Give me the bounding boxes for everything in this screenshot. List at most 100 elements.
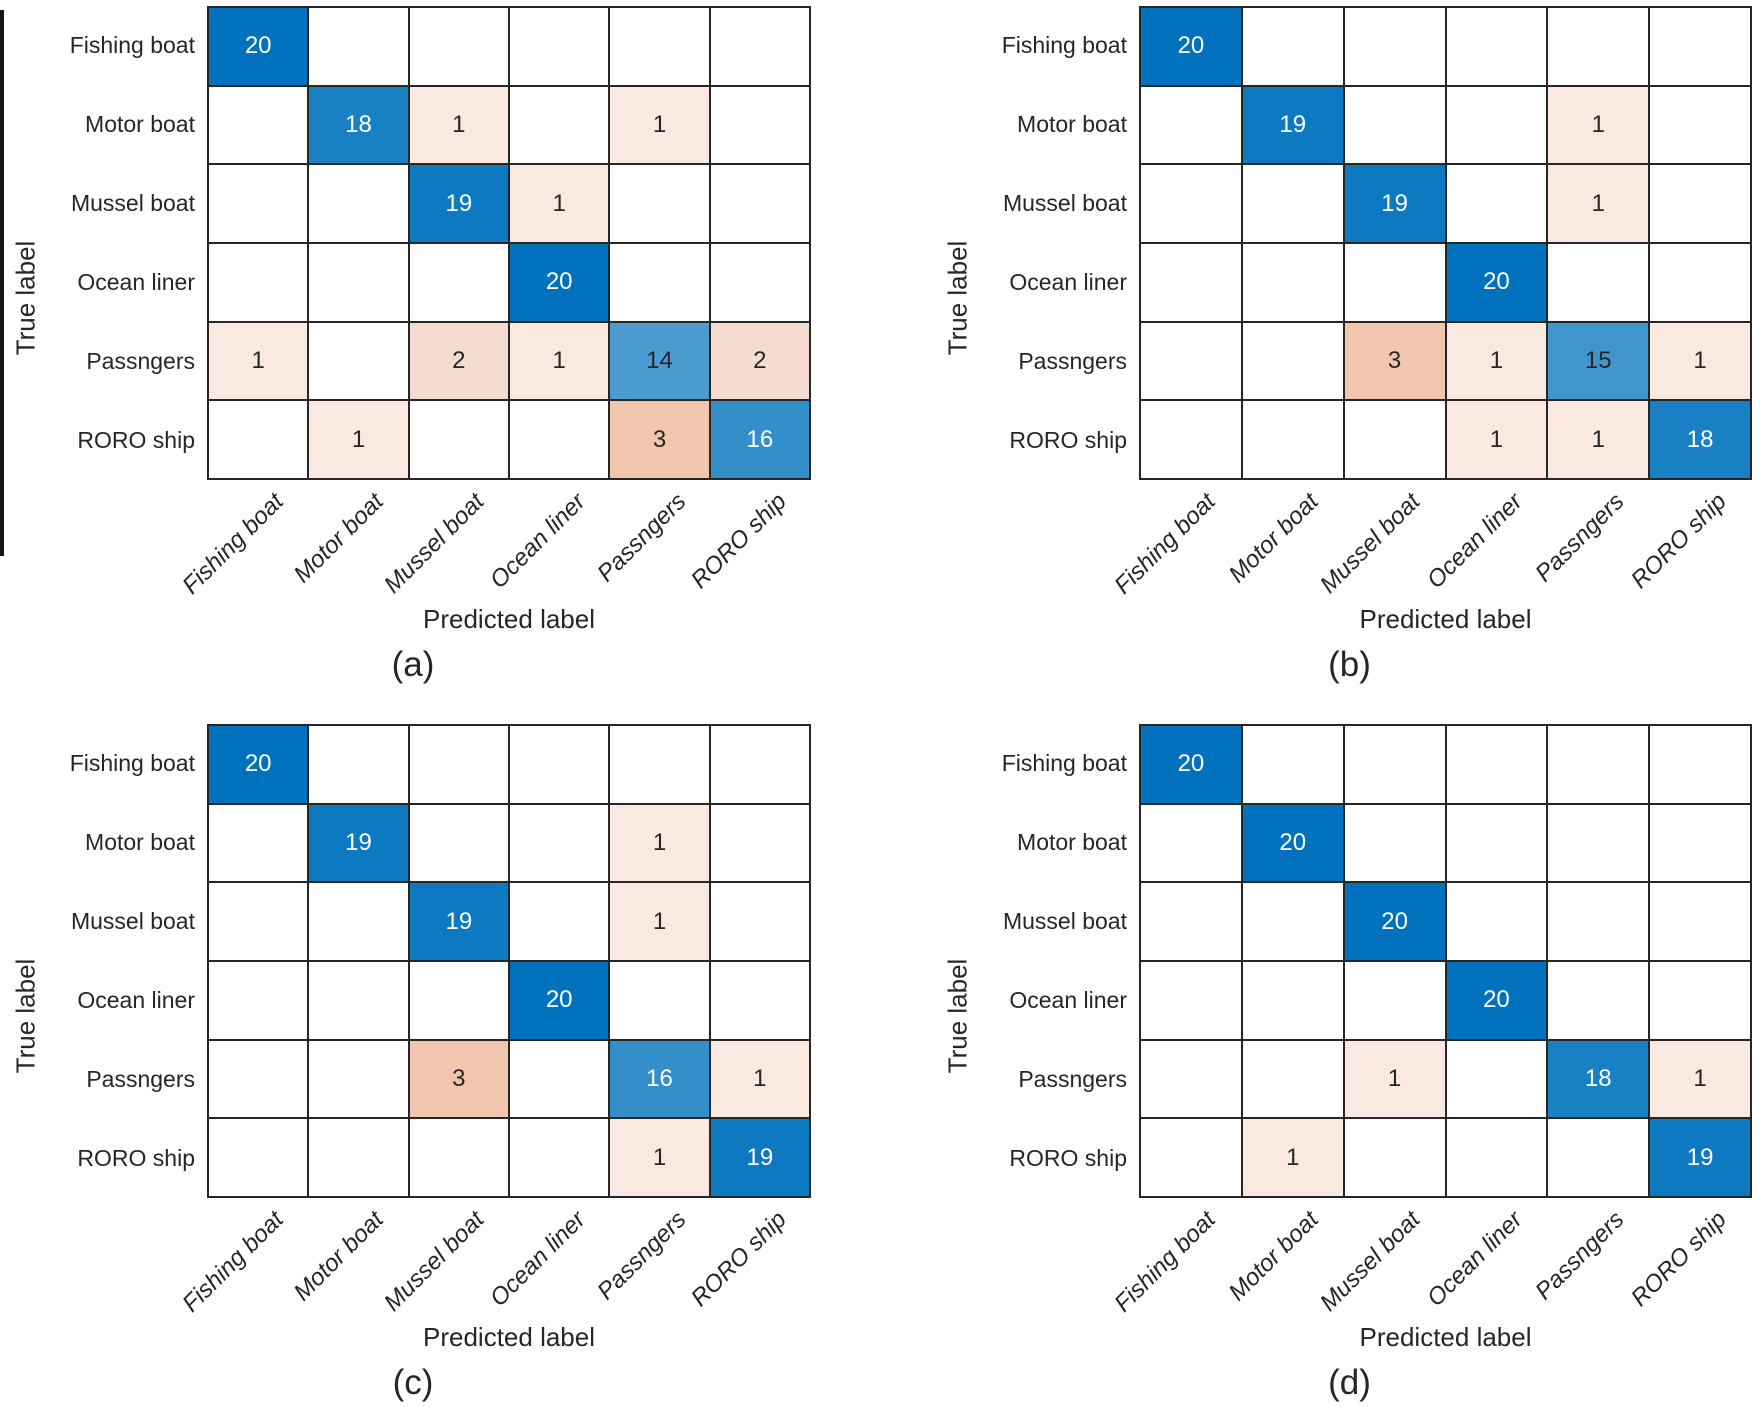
y-tick-label: Mussel boat xyxy=(1002,908,1127,934)
matrix-cell xyxy=(1141,1040,1241,1118)
matrix-cell xyxy=(1650,243,1750,321)
confusion-matrix-panel-a: True label 20 18 1 1 19 1 20 1 2 1 14 2 1 3 16 Predict… xyxy=(0,0,880,689)
matrix-cell xyxy=(1446,1040,1547,1118)
matrix-cell xyxy=(309,726,408,803)
matrix-cell: 1 xyxy=(610,804,709,882)
matrix-cell xyxy=(1344,804,1445,882)
x-axis-label: Predicted label xyxy=(423,604,595,634)
matrix-cell xyxy=(1446,86,1547,164)
matrix-cell xyxy=(1548,961,1649,1039)
y-tick-label: Mussel boat xyxy=(70,908,195,934)
y-tick-label: RORO ship xyxy=(77,1145,195,1171)
matrix-cell xyxy=(409,961,508,1039)
matrix-cell xyxy=(1242,165,1343,242)
y-tick-label: Passngers xyxy=(86,1066,195,1092)
matrix-cell: 20 xyxy=(1446,961,1547,1039)
matrix-cell: 1 xyxy=(510,165,609,242)
matrix-cell: 1 xyxy=(710,1040,809,1118)
matrix-cell xyxy=(209,1040,308,1118)
matrix-cell: 18 xyxy=(1650,401,1750,478)
x-tick-label: Passngers xyxy=(591,1206,692,1306)
matrix-cell xyxy=(1446,8,1547,85)
matrix-cell xyxy=(209,961,308,1039)
matrix-cell: 20 xyxy=(1446,243,1547,321)
matrix-cell xyxy=(1446,883,1547,960)
matrix-cell: 2 xyxy=(710,322,809,400)
matrix-cell: 20 xyxy=(1141,8,1241,85)
y-tick-label: Motor boat xyxy=(1017,111,1127,137)
matrix-cell xyxy=(710,243,809,321)
y-tick-label: Motor boat xyxy=(1017,829,1127,855)
matrix-cell xyxy=(1446,1119,1547,1196)
matrix-cell xyxy=(610,165,709,242)
matrix-cell xyxy=(309,165,408,242)
matrix-cell: 1 xyxy=(610,883,709,960)
matrix-cell xyxy=(1446,726,1547,803)
matrix-cell xyxy=(710,726,809,803)
matrix-cell xyxy=(1446,804,1547,882)
matrix-cell xyxy=(209,804,308,882)
matrix-cell xyxy=(1141,322,1241,400)
y-tick-label: Fishing boat xyxy=(69,32,195,58)
matrix-cell: 18 xyxy=(1548,1040,1649,1118)
matrix-cell xyxy=(610,8,709,85)
matrix-cell: 20 xyxy=(1242,804,1343,882)
matrix-cell: 19 xyxy=(1344,165,1445,242)
matrix-cell xyxy=(1344,401,1445,478)
matrix-cell: 2 xyxy=(409,322,508,400)
matrix-cell xyxy=(1141,1119,1241,1196)
confusion-matrix-grid: 20 19 1 19 1 20 3 16 1 1 19 xyxy=(207,724,811,1198)
matrix-cell xyxy=(510,8,609,85)
matrix-cell: 20 xyxy=(1141,726,1241,803)
matrix-cell xyxy=(1242,243,1343,321)
subfigure-caption: (a) xyxy=(391,645,435,684)
y-tick-label: RORO ship xyxy=(1009,1145,1127,1171)
matrix-cell xyxy=(309,243,408,321)
subfigure-caption: (c) xyxy=(392,1363,434,1402)
matrix-cell: 3 xyxy=(1344,322,1445,400)
matrix-cell: 19 xyxy=(710,1119,809,1196)
x-tick-label: Motor boat xyxy=(288,1206,390,1307)
matrix-cell xyxy=(1548,726,1649,803)
x-tick-label: Ocean liner xyxy=(484,1206,591,1312)
matrix-cell xyxy=(1548,1119,1649,1196)
matrix-cell xyxy=(1141,961,1241,1039)
matrix-cell xyxy=(510,1040,609,1118)
y-tick-label: Passngers xyxy=(86,348,195,374)
matrix-cell: 20 xyxy=(510,961,609,1039)
matrix-cell xyxy=(1650,165,1750,242)
y-tick-label: Motor boat xyxy=(85,111,195,137)
confusion-matrix-panel-b: True label 20 19 1 19 1 20 3 1 15 1 1 1 18 Predicted… xyxy=(880,0,1760,689)
matrix-cell: 1 xyxy=(1446,322,1547,400)
matrix-cell xyxy=(1141,243,1241,321)
matrix-cell xyxy=(409,401,508,478)
matrix-cell: 1 xyxy=(409,86,508,164)
matrix-cell xyxy=(409,1119,508,1196)
subfigure-caption: (b) xyxy=(1328,645,1371,684)
matrix-cell xyxy=(1242,1040,1343,1118)
matrix-cell xyxy=(1242,322,1343,400)
x-tick-label: Fishing boat xyxy=(1109,488,1222,600)
y-tick-label: Ocean liner xyxy=(1009,269,1127,295)
matrix-cell: 1 xyxy=(1650,322,1750,400)
x-tick-label: Fishing boat xyxy=(1109,1206,1222,1318)
scan-edge-artifact xyxy=(0,10,4,556)
y-tick-label: Motor boat xyxy=(85,829,195,855)
y-tick-label: Mussel boat xyxy=(70,190,195,216)
y-tick-label: RORO ship xyxy=(77,427,195,453)
matrix-cell: 1 xyxy=(610,86,709,164)
y-tick-label: Fishing boat xyxy=(1001,32,1127,58)
matrix-cell: 1 xyxy=(1548,86,1649,164)
matrix-cell xyxy=(209,86,308,164)
matrix-cell xyxy=(1141,883,1241,960)
matrix-cell xyxy=(309,1119,408,1196)
matrix-cell xyxy=(1650,883,1750,960)
x-tick-label: Motor boat xyxy=(1223,1206,1324,1307)
x-tick-label: Motor boat xyxy=(1223,488,1324,589)
matrix-cell: 19 xyxy=(409,883,508,960)
matrix-cell xyxy=(510,804,609,882)
matrix-cell xyxy=(610,726,709,803)
matrix-cell xyxy=(510,726,609,803)
matrix-cell: 16 xyxy=(610,1040,709,1118)
matrix-cell xyxy=(610,243,709,321)
